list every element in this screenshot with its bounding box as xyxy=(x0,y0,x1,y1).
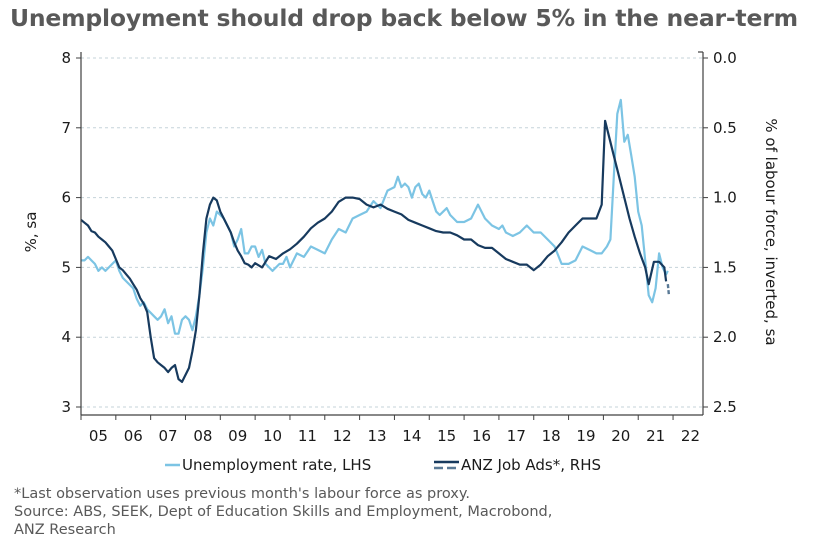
x-tick-label: 10 xyxy=(263,427,282,445)
x-tick-label: 14 xyxy=(402,427,421,445)
x-tick-label: 09 xyxy=(228,427,247,445)
x-tick-label: 19 xyxy=(576,427,595,445)
y-tick-label-right: 2.0 xyxy=(713,328,737,346)
y-tick-label-right: 1.5 xyxy=(713,258,737,276)
footnote-source: Source: ABS, SEEK, Dept of Education Ski… xyxy=(14,504,553,520)
x-tick-label: 22 xyxy=(681,427,700,445)
legend: Unemployment rate, LHS ANZ Job Ads*, RHS xyxy=(165,456,601,474)
y-axis-label-left: %, sa xyxy=(22,212,40,253)
x-tick-label: 07 xyxy=(159,427,178,445)
x-tick-label: 08 xyxy=(193,427,212,445)
y-tick-label-left: 5 xyxy=(61,258,71,276)
axes xyxy=(80,51,704,416)
x-tick-label: 15 xyxy=(437,427,456,445)
legend-label-unemployment: Unemployment rate, LHS xyxy=(182,456,371,474)
gridlines xyxy=(81,57,703,408)
y-tick-label-right: 0.0 xyxy=(713,49,737,67)
series-last-observation-job-ads xyxy=(666,284,671,295)
footnote-proxy: *Last observation uses previous month's … xyxy=(14,486,470,502)
series-line-unemployment xyxy=(81,98,669,335)
x-tick-label: 17 xyxy=(507,427,526,445)
x-tick-label: 20 xyxy=(611,427,630,445)
x-tick-label: 21 xyxy=(646,427,665,445)
y-tick-label-left: 8 xyxy=(61,49,71,67)
y-tick-label-left: 7 xyxy=(61,119,71,137)
y-tick-label-right: 2.5 xyxy=(713,398,737,416)
y-tick-label-right: 0.5 xyxy=(713,119,737,137)
y-tick-label-left: 3 xyxy=(61,398,71,416)
x-tick-label: 13 xyxy=(367,427,386,445)
x-tick-label: 11 xyxy=(298,427,317,445)
series-lines xyxy=(80,98,671,383)
x-tick-label: 18 xyxy=(542,427,561,445)
y-tick-label-right: 1.0 xyxy=(713,189,737,207)
legend-label-jobads: ANZ Job Ads*, RHS xyxy=(461,456,601,474)
series-line-job-ads xyxy=(80,119,668,383)
x-tick-label: 12 xyxy=(333,427,352,445)
footnote-source-cont: ANZ Research xyxy=(14,522,116,538)
y-axis-label-right: % of labour force, inverted, sa xyxy=(762,118,780,345)
ticks: 3 4 5 6 7 8 0.0 0.5 1.0 1.5 2.0 2.5 05 06 07 08 09 10 11 12… xyxy=(61,49,736,445)
x-tick-label: 06 xyxy=(124,427,143,445)
chart: 3 4 5 6 7 8 0.0 0.5 1.0 1.5 2.0 2.5 05 06 07 08 09 10 11 12… xyxy=(22,49,780,474)
chart-title: Unemployment should drop back below 5% i… xyxy=(10,4,798,32)
x-tick-label: 05 xyxy=(89,427,108,445)
y-tick-label-left: 4 xyxy=(61,328,71,346)
x-tick-label: 16 xyxy=(472,427,491,445)
y-tick-label-left: 6 xyxy=(61,189,71,207)
